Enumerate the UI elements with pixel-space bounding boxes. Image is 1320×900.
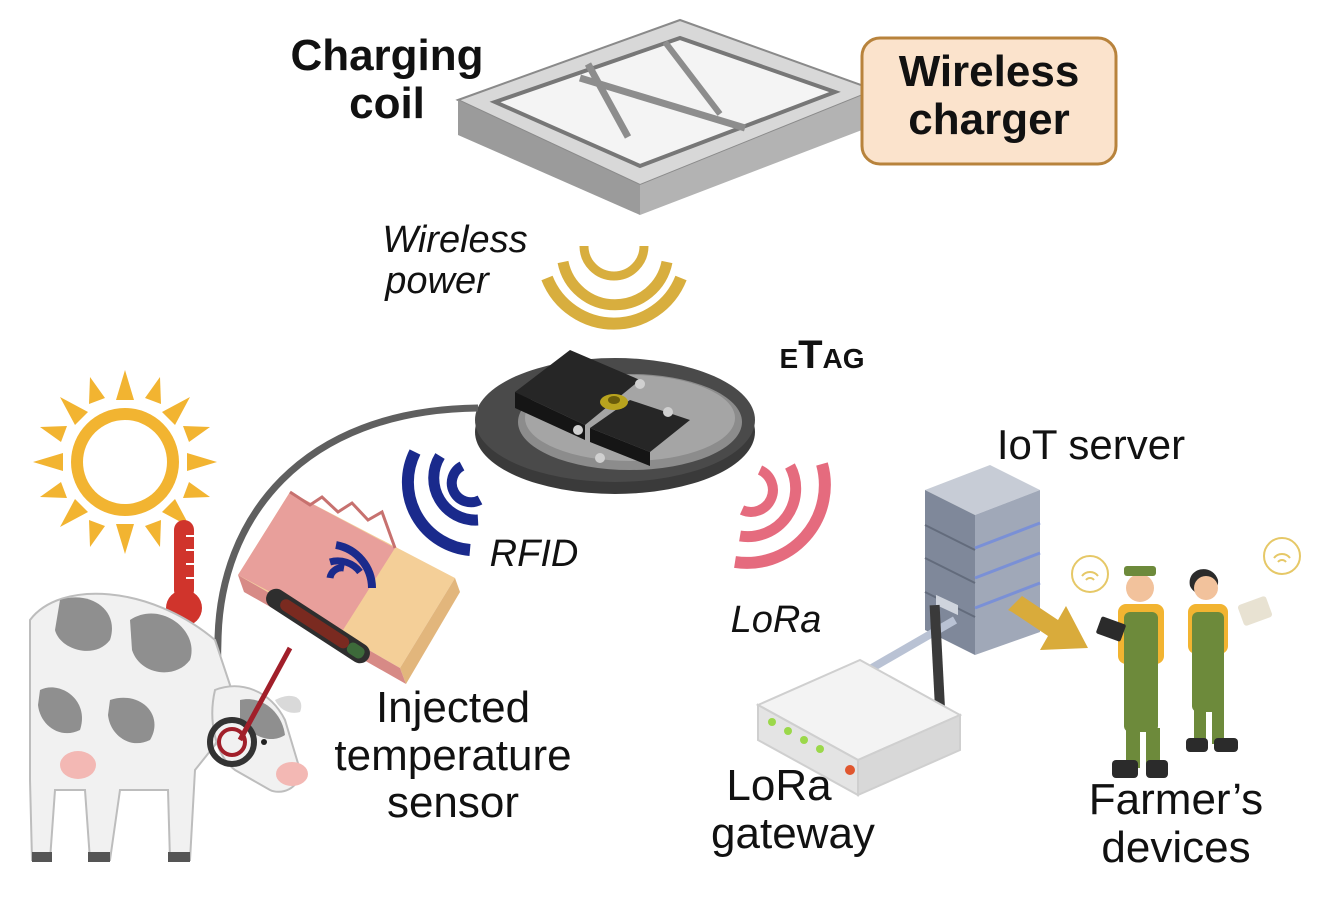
lora-waves <box>734 462 831 569</box>
lora-gateway-label-line1: LoRa <box>726 761 832 810</box>
wireless-charger-box <box>860 36 1118 166</box>
charging-coil-label-line2: coil <box>349 78 425 128</box>
etag-device-icon <box>475 350 755 494</box>
injected-sensor-label-line1: Injected <box>375 683 531 732</box>
rfid-label: RFID <box>489 533 579 575</box>
wireless-power-waves <box>541 245 687 330</box>
lora-gateway-label-line2: gateway <box>711 808 875 858</box>
thermometer-icon <box>166 520 202 626</box>
wireless-charger-label-line2: charger <box>908 94 1070 144</box>
wireless-power-label-line2: power <box>385 260 489 303</box>
charging-coil-label: Charging coil <box>270 32 504 127</box>
implant-rfid-waves <box>326 541 376 589</box>
etag-label: eTag <box>779 333 865 377</box>
implant-capsule-icon <box>266 588 370 664</box>
farmers-devices-label-line2: devices <box>1101 822 1251 872</box>
sensor-pointer-line <box>237 646 293 742</box>
iot-server-label: IoT server <box>996 421 1186 468</box>
server-to-farmers-arrow <box>1008 596 1088 650</box>
injected-sensor-label-line2: temperature <box>334 730 572 780</box>
rfid-waves <box>401 449 483 556</box>
injected-sensor-label-line3: sensor <box>386 778 520 828</box>
cow-icon <box>29 592 308 862</box>
lora-gateway-label: LoRa gateway <box>680 762 906 857</box>
wireless-charger-label-line1: Wireless <box>898 47 1080 96</box>
router-icon <box>755 604 963 797</box>
injected-sensor-label: Injected temperature sensor <box>310 684 596 827</box>
wireless-power-label: Wireless power <box>340 219 570 303</box>
ear-tag-marker <box>207 717 257 767</box>
wireless-power-label-line1: Wireless <box>382 219 528 261</box>
wireless-charger-label: Wireless charger <box>862 48 1116 143</box>
charging-coil-icon <box>455 18 878 215</box>
farmer-icon <box>1071 537 1301 778</box>
sun-icon <box>33 370 217 554</box>
lora-label: LoRa <box>730 599 822 641</box>
charging-coil-label-line1: Charging <box>290 31 484 80</box>
farmers-devices-label: Farmer’s devices <box>1060 776 1292 871</box>
farmers-devices-label-line1: Farmer’s <box>1088 775 1264 824</box>
